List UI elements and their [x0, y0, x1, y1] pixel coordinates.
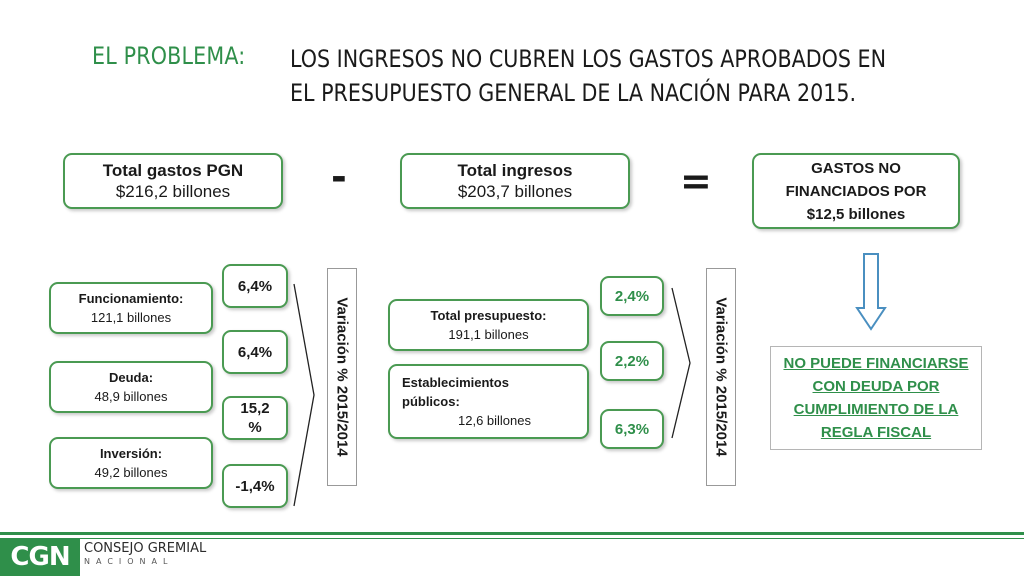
deuda-box: Deuda: 48,9 billones — [49, 361, 213, 413]
gastos-no-financiados-value: $12,5 billones — [806, 205, 906, 223]
page-title-line1: LOS INGRESOS NO CUBREN LOS GASTOS APROBA… — [290, 45, 887, 73]
variation-establecimientos: 2,2% — [600, 341, 664, 381]
establecimientos-label-line1: Establecimientos — [402, 375, 509, 390]
variation-value: 2,2% — [614, 352, 650, 370]
footer-org-sub: NACIONAL — [84, 557, 174, 566]
total-presupuesto-value: 191,1 billones — [448, 327, 529, 342]
total-presupuesto-box: Total presupuesto: 191,1 billones — [388, 299, 589, 351]
variation-value: 6,4% — [237, 343, 273, 361]
total-ingresos-label: Total ingresos — [457, 161, 573, 180]
funcionamiento-label: Funcionamiento: — [78, 291, 184, 306]
gastos-no-financiados-box: GASTOS NO FINANCIADOS POR $12,5 billones — [752, 153, 960, 229]
funcionamiento-value: 121,1 billones — [90, 310, 172, 325]
total-gastos-box: Total gastos PGN $216,2 billones — [63, 153, 283, 209]
footer-rule-thin — [0, 538, 1024, 539]
variation-value-unit: % — [248, 419, 262, 436]
inversion-box: Inversión: 49,2 billones — [49, 437, 213, 489]
funcionamiento-box: Funcionamiento: 121,1 billones — [49, 282, 213, 334]
total-gastos-label: Total gastos PGN — [102, 161, 244, 180]
result-line4: REGLA FISCAL — [820, 424, 932, 441]
page-title-line2: EL PRESUPUESTO GENERAL DE LA NACIÓN PARA… — [290, 79, 857, 107]
variation-total-ingresos: 6,3% — [600, 409, 664, 449]
minus-operator: - — [331, 155, 347, 199]
total-ingresos-value: $203,7 billones — [457, 182, 573, 201]
variation-value: 6,4% — [237, 277, 273, 295]
result-box: NO PUEDE FINANCIARSE CON DEUDA POR CUMPL… — [770, 346, 982, 450]
footer-rule — [0, 532, 1024, 535]
variation-inversion-b: -1,4% — [222, 464, 288, 508]
result-line1: NO PUEDE FINANCIARSE — [783, 355, 969, 372]
left-bracket — [293, 283, 315, 507]
establecimientos-box: Establecimientos públicos: 12,6 billones — [388, 364, 589, 439]
right-bracket — [671, 287, 691, 439]
down-arrow-icon — [855, 253, 887, 331]
variation-funcionamiento: 6,4% — [222, 264, 288, 308]
establecimientos-value: 12,6 billones — [458, 413, 531, 428]
gastos-no-financiados-line2: FINANCIADOS POR — [785, 182, 927, 200]
cgn-logo: CGN — [0, 539, 80, 576]
variation-label-text: Variación % 2015/2014 — [333, 297, 351, 457]
footer-org-name: CONSEJO GREMIAL — [84, 541, 207, 556]
variation-label-text: Variación % 2015/2014 — [712, 297, 730, 457]
variation-inversion-a: 15,2 % — [222, 396, 288, 440]
total-gastos-value: $216,2 billones — [115, 182, 231, 201]
deuda-label: Deuda: — [108, 370, 154, 385]
variation-label-right: Variación % 2015/2014 — [706, 268, 736, 486]
variation-value: -1,4% — [235, 477, 275, 495]
result-line2: CON DEUDA POR — [812, 378, 940, 395]
title-label: EL PROBLEMA: — [92, 42, 246, 70]
variation-total-presupuesto: 2,4% — [600, 276, 664, 316]
variation-value: 15,2 — [240, 400, 270, 417]
page-title: LOS INGRESOS NO CUBREN LOS GASTOS APROBA… — [290, 42, 886, 110]
gastos-no-financiados-line1: GASTOS NO — [811, 159, 901, 177]
establecimientos-label-line2: públicos: — [402, 394, 460, 409]
variation-deuda: 6,4% — [222, 330, 288, 374]
total-presupuesto-label: Total presupuesto: — [430, 308, 547, 323]
inversion-label: Inversión: — [99, 446, 163, 461]
total-ingresos-box: Total ingresos $203,7 billones — [400, 153, 630, 209]
inversion-value: 49,2 billones — [94, 465, 168, 480]
variation-value: 2,4% — [614, 287, 650, 305]
variation-value: 6,3% — [614, 420, 650, 438]
result-line3: CUMPLIMIENTO DE LA — [793, 401, 959, 418]
equals-operator: = — [680, 159, 712, 203]
deuda-value: 48,9 billones — [94, 389, 168, 404]
variation-label-left: Variación % 2015/2014 — [327, 268, 357, 486]
